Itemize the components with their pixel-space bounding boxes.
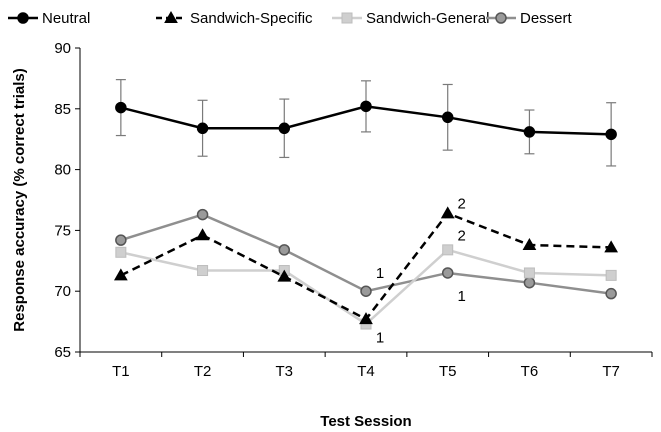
data-point — [359, 312, 373, 325]
legend-item-sandwich-specific: Sandwich-Specific — [156, 10, 313, 27]
legend-marker — [495, 12, 507, 24]
series-dessert — [115, 208, 617, 300]
legend-item-sandwich-general: Sandwich-General — [332, 10, 489, 27]
data-point — [196, 122, 209, 135]
data-point — [442, 244, 454, 256]
y-tick-label: 80 — [54, 162, 71, 179]
legend-marker — [164, 10, 178, 23]
series-line — [120, 213, 612, 295]
legend: Neutral Sandwich-Specific Sandwich-General… — [8, 10, 573, 27]
data-point — [197, 265, 209, 277]
annotation-label: 2 — [458, 196, 466, 213]
data-point — [196, 208, 209, 221]
x-axis-title: Test Session — [320, 413, 411, 430]
data-point — [523, 276, 536, 289]
annotation-label: 2 — [458, 227, 466, 244]
x-tick-label: T2 — [194, 363, 212, 380]
data-point — [522, 237, 537, 250]
data-point — [441, 111, 454, 124]
x-tick-label: T4 — [357, 363, 375, 380]
x-tick-label: T6 — [521, 363, 539, 380]
series-sandwich-specific — [113, 206, 619, 325]
data-point — [441, 267, 454, 279]
legend-label: Sandwich-Specific — [190, 10, 313, 27]
data-point — [278, 122, 291, 135]
x-tick-label: T7 — [602, 363, 620, 380]
y-axis-title: Response accuracy (% correct trials) — [11, 68, 28, 331]
legend-label: Dessert — [520, 10, 573, 27]
data-point — [113, 268, 128, 281]
data-point — [360, 100, 372, 113]
axes: 65 70 75 80 85 90 T1 T2 T3 T4 T5 T6 T7 — [54, 40, 653, 380]
data-point — [278, 244, 291, 256]
data-point — [195, 228, 210, 241]
legend-marker — [17, 12, 29, 24]
legend-label: Neutral — [42, 10, 90, 27]
legend-item-neutral: Neutral — [8, 10, 90, 27]
annotation-label: 1 — [376, 265, 384, 282]
data-point — [523, 267, 535, 279]
data-point — [604, 240, 619, 253]
data-point — [360, 285, 372, 297]
y-tick-label: 75 — [54, 222, 71, 239]
legend-item-dessert: Dessert — [486, 10, 573, 27]
data-point — [440, 206, 455, 219]
y-tick-label: 65 — [54, 344, 71, 361]
data-point — [277, 269, 292, 282]
data-point — [605, 287, 617, 300]
x-tick-label: T1 — [112, 363, 130, 380]
data-point — [605, 128, 617, 141]
series-neutral — [115, 79, 617, 167]
y-tick-label: 90 — [54, 40, 71, 57]
x-tick-label: T3 — [276, 363, 294, 380]
y-tick-label: 70 — [54, 283, 71, 300]
legend-marker — [341, 12, 353, 24]
data-point — [115, 234, 127, 246]
annotation-label: 1 — [376, 329, 384, 346]
y-tick-label: 85 — [54, 101, 71, 118]
data-point — [523, 126, 536, 138]
annotation-layer: 1 1 2 2 1 — [376, 196, 466, 347]
series-layer — [113, 79, 619, 330]
data-point — [115, 246, 127, 258]
legend-label: Sandwich-General — [366, 10, 489, 27]
x-tick-label: T5 — [439, 363, 457, 380]
data-point — [115, 101, 127, 114]
data-point — [605, 269, 617, 281]
annotation-label: 1 — [458, 288, 466, 305]
series-line — [120, 211, 612, 321]
